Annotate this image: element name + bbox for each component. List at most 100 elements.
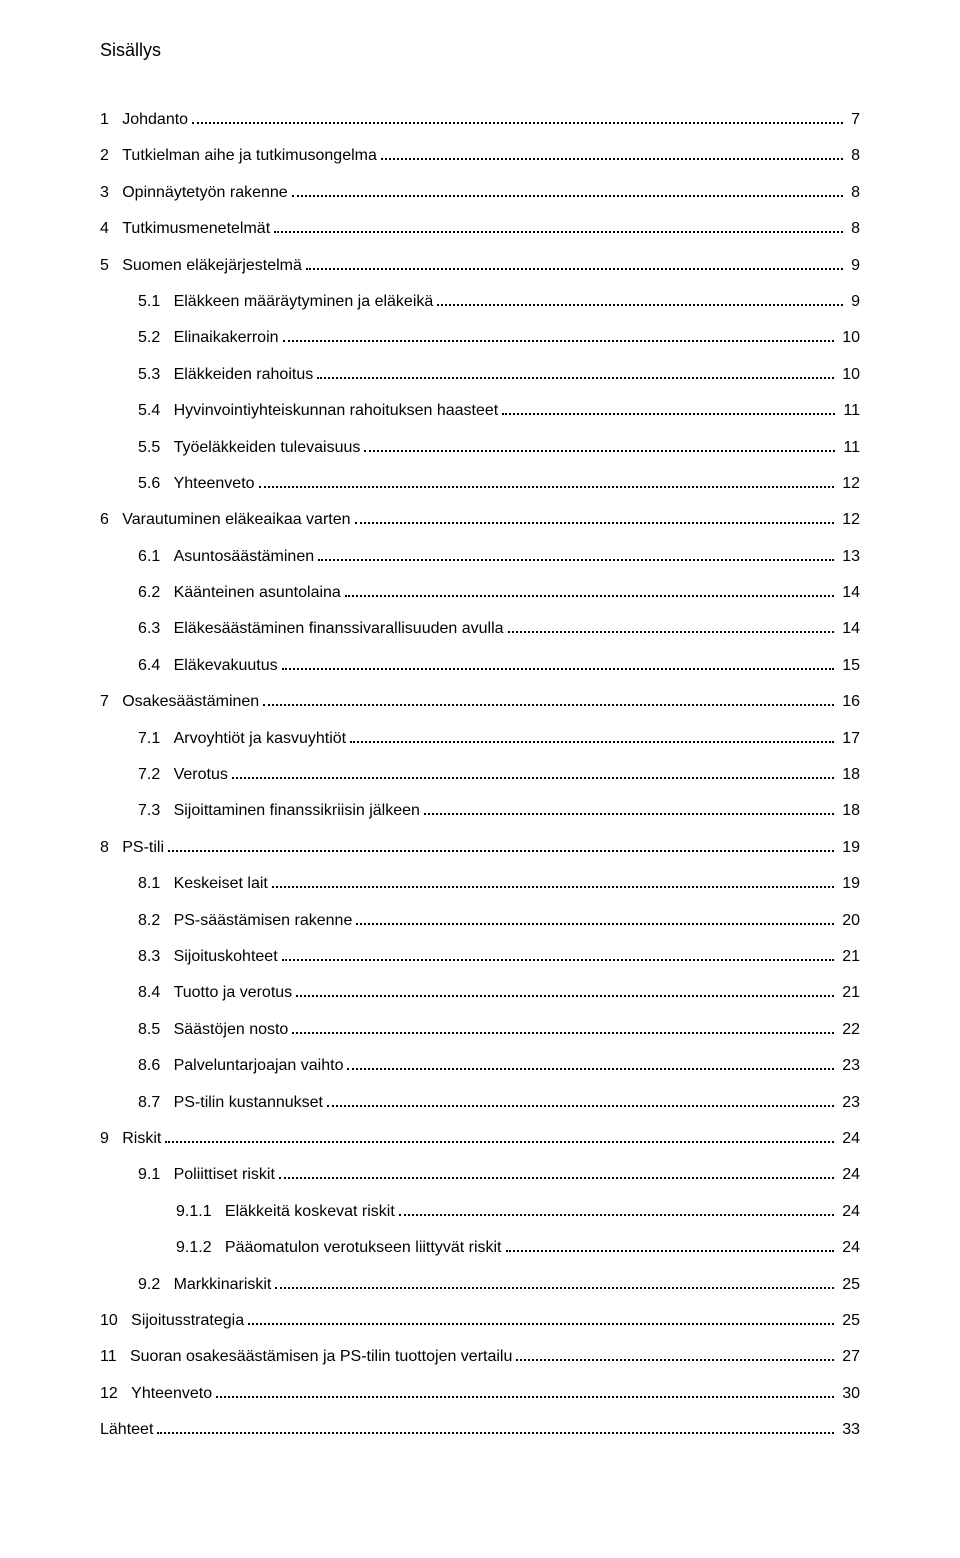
toc-entry: 10 Sijoitusstrategia 25 [100, 1310, 860, 1332]
toc-entry-page: 9 [847, 255, 860, 277]
toc-entry-number: 2 [100, 145, 122, 167]
toc-entry-number: 3 [100, 182, 122, 204]
toc-entry-page: 12 [838, 509, 860, 531]
toc-entry-number: 5.1 [100, 291, 174, 313]
toc-entry-page: 18 [838, 800, 860, 822]
toc-entry-page: 30 [838, 1383, 860, 1405]
toc-entry: 8.6 Palveluntarjoajan vaihto 23 [100, 1055, 860, 1077]
toc-entry-number: 5.4 [100, 400, 174, 422]
toc-leader [516, 1350, 833, 1361]
document-page: Sisällys 1 Johdanto 72 Tutkielman aihe j… [0, 0, 960, 1558]
toc-leader [292, 186, 843, 197]
toc-entry-number: 12 [100, 1383, 131, 1405]
toc-entry: 6.4 Eläkevakuutus 15 [100, 655, 860, 677]
toc-entry-label: Suoran osakesäästämisen ja PS-tilin tuot… [130, 1346, 512, 1368]
toc-entry-number: 5.5 [100, 437, 174, 459]
toc-entry-number: 4 [100, 218, 122, 240]
toc-entry: 9.1 Poliittiset riskit 24 [100, 1164, 860, 1186]
toc-entry-label: Tutkimusmenetelmät [122, 218, 270, 240]
toc-entry: 2 Tutkielman aihe ja tutkimusongelma 8 [100, 145, 860, 167]
toc-entry-page: 21 [838, 982, 860, 1004]
toc-entry-number: 1 [100, 109, 122, 131]
toc-entry-label: Eläkevakuutus [174, 655, 278, 677]
toc-entry-page: 7 [847, 109, 860, 131]
toc-leader [275, 1278, 833, 1289]
toc-entry: 4 Tutkimusmenetelmät 8 [100, 218, 860, 240]
toc-entry-label: Yhteenveto [174, 473, 255, 495]
toc-entry-page: 18 [838, 764, 860, 786]
toc-entry-number: 10 [100, 1310, 131, 1332]
toc-entry-label: Työeläkkeiden tulevaisuus [174, 437, 361, 459]
toc-entry-page: 11 [839, 437, 860, 459]
toc-entry: 9.2 Markkinariskit 25 [100, 1274, 860, 1296]
toc-entry-label: Eläkkeiden rahoitus [174, 364, 314, 386]
toc-entry-number: 6.4 [100, 655, 174, 677]
toc-entry-page: 21 [838, 946, 860, 968]
toc-entry: 3 Opinnäytetyön rakenne 8 [100, 182, 860, 204]
toc-entry-label: Eläkkeitä koskevat riskit [225, 1201, 395, 1223]
toc-entry-number: 5 [100, 255, 122, 277]
toc-leader [345, 586, 834, 597]
toc-entry-label: Varautuminen eläkeaikaa varten [122, 509, 350, 531]
toc-leader [355, 514, 834, 525]
toc-leader [157, 1423, 833, 1434]
toc-leader [399, 1205, 834, 1216]
toc-leader [274, 222, 843, 233]
toc-leader [248, 1314, 834, 1325]
toc-entry: 8.7 PS-tilin kustannukset 23 [100, 1092, 860, 1114]
toc-leader [317, 368, 834, 379]
toc-entry-label: Riskit [122, 1128, 161, 1150]
toc-entry-number: 6.1 [100, 546, 174, 568]
toc-entry-page: 33 [838, 1419, 860, 1441]
toc-entry-label: Eläkkeen määräytyminen ja eläkeikä [174, 291, 434, 313]
toc-leader [292, 1023, 833, 1034]
toc-entry: 7 Osakesäästäminen 16 [100, 691, 860, 713]
toc-entry-page: 11 [839, 400, 860, 422]
toc-entry-number: 9.1.1 [100, 1201, 225, 1223]
toc-entry-label: Verotus [174, 764, 228, 786]
toc-entry: 5.4 Hyvinvointiyhteiskunnan rahoituksen … [100, 400, 860, 422]
toc-entry-page: 12 [838, 473, 860, 495]
toc-entry-page: 19 [838, 837, 860, 859]
toc-entry-page: 23 [838, 1055, 860, 1077]
toc-entry-page: 25 [838, 1310, 860, 1332]
toc-leader [282, 950, 834, 961]
toc-entry-number: 8 [100, 837, 122, 859]
toc-entry-label: Osakesäästäminen [122, 691, 259, 713]
toc-entry-page: 8 [847, 145, 860, 167]
toc-entry-label: Arvoyhtiöt ja kasvuyhtiöt [174, 728, 347, 750]
toc-leader [168, 841, 834, 852]
toc-entry-page: 15 [838, 655, 860, 677]
toc-leader [165, 1132, 833, 1143]
toc-entry-page: 24 [838, 1128, 860, 1150]
toc-entry: 12 Yhteenveto 30 [100, 1383, 860, 1405]
toc-entry-label: Suomen eläkejärjestelmä [122, 255, 302, 277]
toc-entry-label: Yhteenveto [131, 1383, 212, 1405]
toc-leader [318, 550, 834, 561]
toc-leader [216, 1387, 834, 1398]
toc-entry: 5.3 Eläkkeiden rahoitus 10 [100, 364, 860, 386]
toc-leader [437, 295, 842, 306]
toc-entry: 9 Riskit 24 [100, 1128, 860, 1150]
toc-entry-page: 24 [838, 1164, 860, 1186]
toc-entry-number: 7.2 [100, 764, 174, 786]
toc-entry-label: PS-tili [122, 837, 164, 859]
toc-entry: 5.1 Eläkkeen määräytyminen ja eläkeikä 9 [100, 291, 860, 313]
toc-entry: 9.1.1 Eläkkeitä koskevat riskit 24 [100, 1201, 860, 1223]
toc-entry: 1 Johdanto 7 [100, 109, 860, 131]
toc-entry-page: 25 [838, 1274, 860, 1296]
toc-leader [272, 877, 834, 888]
toc-entry-number: 9 [100, 1128, 122, 1150]
toc-entry-number: 8.3 [100, 946, 174, 968]
toc-leader [356, 914, 833, 925]
toc-entry-number: 8.7 [100, 1092, 174, 1114]
toc-entry-page: 20 [838, 910, 860, 932]
toc-entry: 6.1 Asuntosäästäminen 13 [100, 546, 860, 568]
toc-entry-label: Eläkesäästäminen finanssivarallisuuden a… [174, 618, 504, 640]
toc-leader [279, 1169, 834, 1180]
toc-entry: 7.2 Verotus 18 [100, 764, 860, 786]
toc-entry: 11 Suoran osakesäästämisen ja PS-tilin t… [100, 1346, 860, 1368]
toc-entry-label: Säästöjen nosto [174, 1019, 289, 1041]
toc-leader [263, 695, 834, 706]
toc-entry-page: 13 [838, 546, 860, 568]
